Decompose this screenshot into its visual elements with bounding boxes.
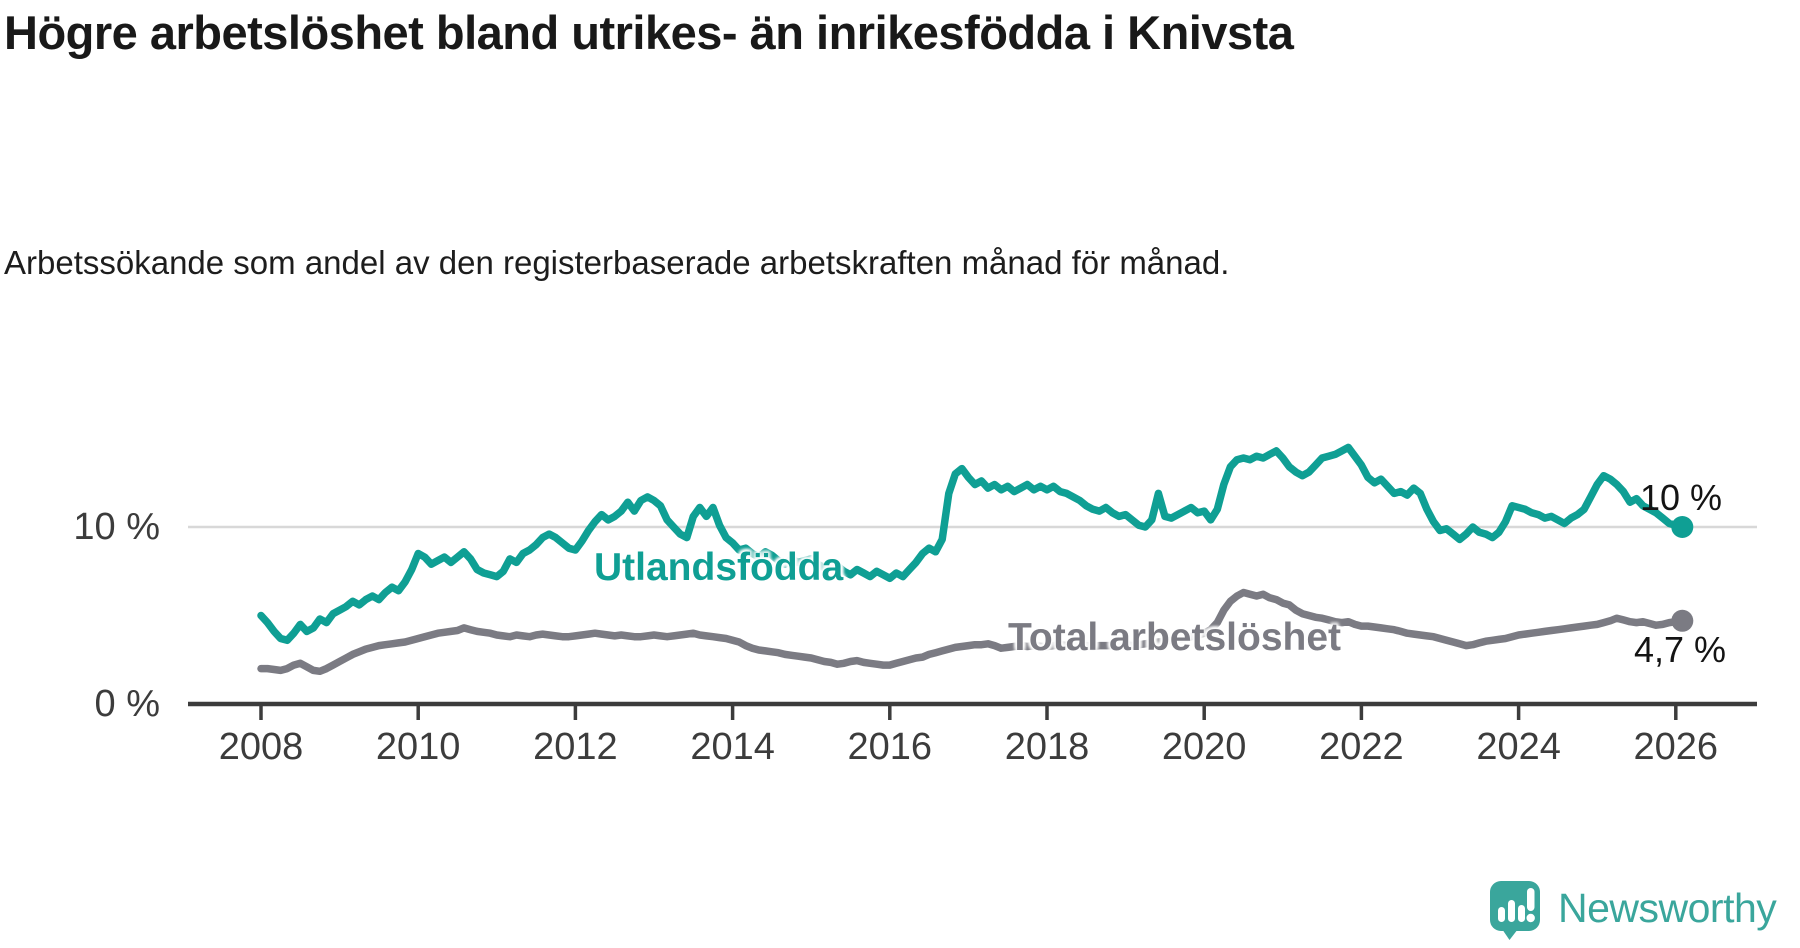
x-tick-label-2026: 2026 — [1633, 726, 1719, 768]
x-tick-label-2014: 2014 — [690, 726, 775, 768]
x-tick-label-2010: 2010 — [375, 726, 461, 768]
x-tick-label-2022: 2022 — [1319, 726, 1404, 768]
x-tick-label-2024: 2024 — [1476, 726, 1561, 768]
x-tick-label-2012: 2012 — [533, 726, 618, 768]
newsworthy-logo: Newsworthy — [1489, 880, 1777, 942]
x-tick-label-2008: 2008 — [218, 726, 304, 768]
end-value-label-total: 4,7 % — [1633, 629, 1726, 670]
x-tick-label-2018: 2018 — [1004, 726, 1090, 768]
end-dot-total — [1671, 609, 1694, 632]
y-axis-label-0pct: 0 % — [94, 683, 160, 725]
newsworthy-logo-text: Newsworthy — [1558, 884, 1777, 931]
x-tick-label-2020: 2020 — [1161, 726, 1247, 768]
end-value-label-utlandsfodda: 10 % — [1639, 477, 1722, 518]
end-dot-utlandsfodda — [1671, 516, 1694, 538]
series-label-utlandsfodda: Utlandsfödda — [594, 546, 844, 589]
newsworthy-logo-icon — [1490, 881, 1540, 940]
x-tick-label-2016: 2016 — [847, 726, 933, 768]
page-subtitle: Arbetssökande som andel av den registerb… — [4, 244, 1230, 281]
y-axis-label-10pct: 10 % — [73, 506, 160, 548]
series-label-total-arbetsloshet: Total arbetslöshet — [1008, 616, 1342, 659]
line-total — [257, 588, 1687, 676]
line-utlandsfodda — [257, 443, 1687, 645]
page-title: Högre arbetslöshet bland utrikes- än inr… — [4, 6, 1294, 59]
